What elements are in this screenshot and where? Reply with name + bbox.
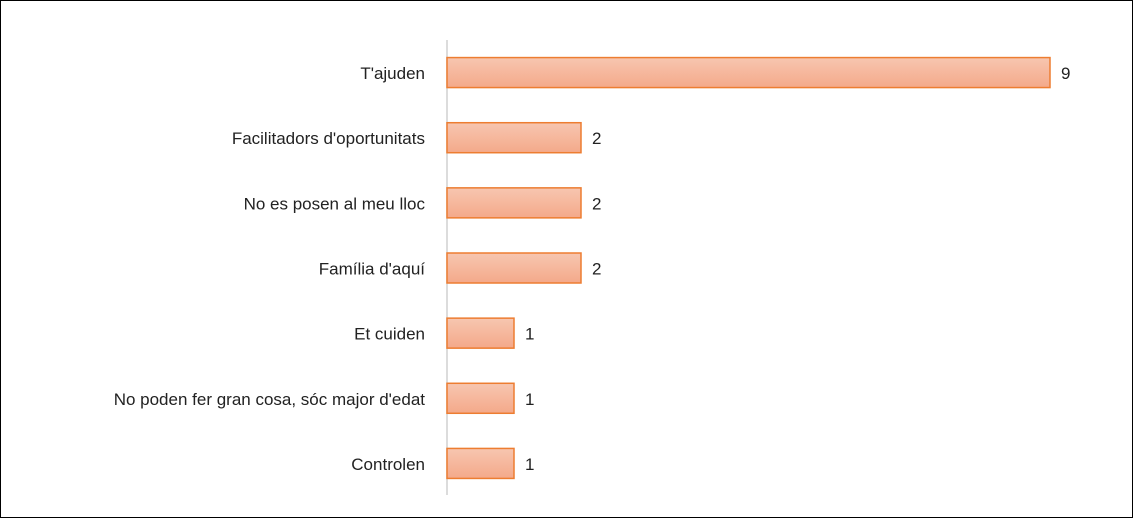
category-label: Et cuiden: [354, 325, 425, 344]
value-label: 1: [525, 325, 534, 344]
category-label: Facilitadors d'oportunitats: [232, 129, 425, 148]
bar: [446, 56, 1051, 89]
bar: [446, 252, 582, 284]
bar: [446, 317, 515, 349]
bar: [446, 447, 515, 480]
value-label: 1: [525, 455, 534, 474]
category-label: No poden fer gran cosa, sóc major d'edat: [114, 390, 426, 409]
bar: [446, 121, 582, 154]
bar: [446, 382, 515, 415]
value-label: 2: [592, 194, 601, 213]
category-label: Família d'aquí: [319, 259, 426, 278]
value-label: 2: [592, 129, 601, 148]
value-label: 2: [592, 259, 601, 278]
bar: [446, 187, 582, 219]
category-label: No es posen al meu lloc: [244, 194, 426, 213]
value-label: 9: [1061, 64, 1070, 83]
category-label: T'ajuden: [360, 64, 425, 83]
value-label: 1: [525, 390, 534, 409]
category-label: Controlen: [351, 455, 425, 474]
